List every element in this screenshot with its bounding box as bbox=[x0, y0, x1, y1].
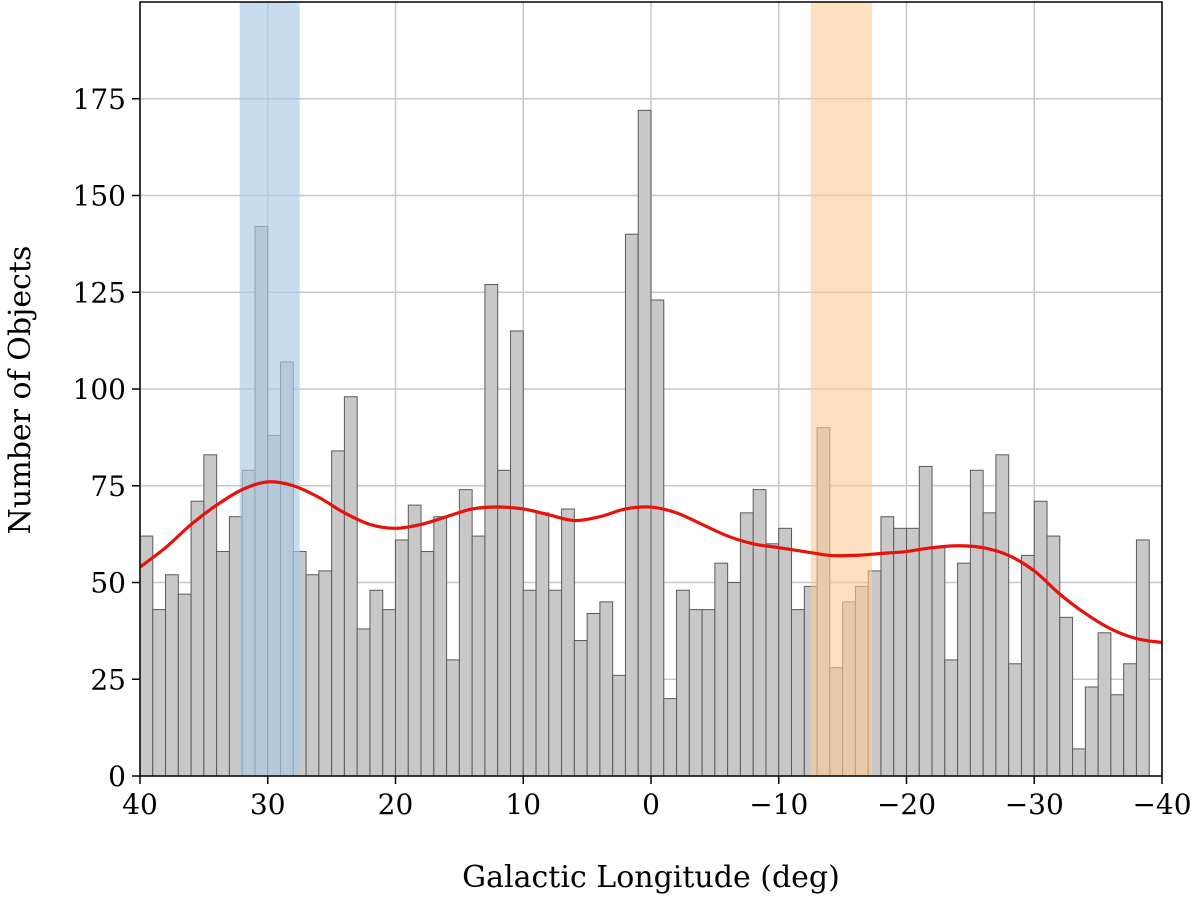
histogram-bar bbox=[676, 589, 690, 777]
histogram-bar bbox=[752, 489, 767, 777]
histogram-bar bbox=[152, 609, 167, 777]
x-tick-label: 10 bbox=[505, 788, 541, 821]
histogram-bar bbox=[1020, 554, 1035, 777]
histogram-bar bbox=[727, 582, 741, 777]
y-tick-label: 25 bbox=[90, 663, 126, 696]
histogram-bar bbox=[1084, 686, 1099, 777]
highlight-band-orange bbox=[810, 2, 873, 776]
histogram-bar bbox=[1097, 632, 1112, 777]
histogram-bar bbox=[433, 516, 448, 777]
histogram-bar bbox=[701, 609, 716, 777]
x-axis-label: Galactic Longitude (deg) bbox=[462, 860, 840, 895]
x-ticks: 40 30 20 10 0 −10 −20 −30 −40 bbox=[122, 776, 1192, 821]
histogram-bar bbox=[944, 659, 959, 777]
histogram-bar bbox=[624, 233, 639, 777]
smoothed-density-line bbox=[139, 480, 1163, 645]
histogram-bar bbox=[1008, 663, 1022, 777]
x-tick-label: 0 bbox=[642, 788, 660, 821]
histogram-bar bbox=[931, 547, 946, 777]
histogram-bar bbox=[1123, 663, 1137, 777]
histogram-bar bbox=[650, 299, 665, 777]
y-ticks: 0 25 50 75 100 125 150 175 bbox=[73, 83, 140, 793]
histogram-bar bbox=[522, 589, 537, 777]
histogram-bar bbox=[918, 465, 933, 777]
histogram-bar bbox=[509, 330, 524, 777]
histogram-bar bbox=[446, 659, 460, 777]
histogram-bar bbox=[714, 562, 729, 777]
histogram-bar bbox=[778, 527, 793, 777]
histogram-bar bbox=[1059, 616, 1074, 777]
y-tick-label: 100 bbox=[73, 373, 126, 406]
histogram-bar bbox=[165, 574, 179, 777]
x-tick-label: 20 bbox=[378, 788, 414, 821]
histogram-bar bbox=[458, 489, 473, 777]
histogram-bar bbox=[995, 454, 1010, 777]
histogram-bar bbox=[688, 609, 703, 777]
histogram-bar bbox=[420, 551, 435, 777]
histogram-bar bbox=[739, 512, 754, 777]
histogram-bar bbox=[484, 284, 499, 777]
y-tick-label: 175 bbox=[73, 83, 126, 116]
y-tick-label: 0 bbox=[108, 760, 126, 793]
x-tick-label: −20 bbox=[877, 788, 936, 821]
x-tick-label: −10 bbox=[749, 788, 808, 821]
highlight-band-blue bbox=[239, 2, 300, 776]
histogram-bar bbox=[1110, 694, 1125, 777]
histogram-bar bbox=[331, 450, 345, 777]
histogram-bar bbox=[880, 516, 895, 777]
histogram-bar bbox=[535, 512, 550, 777]
histogram-bar bbox=[548, 589, 563, 777]
histogram-bar bbox=[177, 593, 192, 777]
x-tick-label: −30 bbox=[1005, 788, 1064, 821]
histogram-bar bbox=[573, 640, 588, 777]
histogram-bar bbox=[1046, 535, 1061, 777]
histogram-bar bbox=[586, 612, 601, 777]
y-tick-label: 50 bbox=[90, 567, 126, 600]
histogram-bar bbox=[203, 454, 218, 777]
histogram-bar bbox=[893, 527, 907, 777]
histogram-bar bbox=[382, 609, 397, 777]
histogram-bar bbox=[612, 674, 626, 777]
histogram-bar bbox=[318, 570, 333, 777]
histogram-bar bbox=[982, 512, 997, 777]
histogram-bar bbox=[791, 609, 805, 777]
highlight-band-overlay bbox=[239, 2, 873, 776]
histogram-bar bbox=[497, 469, 511, 777]
y-tick-label: 150 bbox=[73, 180, 126, 213]
histogram-bar bbox=[471, 535, 486, 777]
histogram-bar bbox=[1072, 748, 1086, 777]
histogram-bar bbox=[216, 551, 230, 777]
histogram-bar bbox=[637, 109, 652, 777]
histogram-bar bbox=[1033, 500, 1048, 777]
histogram-bar bbox=[663, 698, 678, 777]
histogram-bar bbox=[190, 500, 205, 777]
histogram-bar bbox=[969, 469, 984, 777]
histogram-bar bbox=[139, 535, 154, 777]
histogram-bar bbox=[369, 589, 384, 777]
histogram-bar bbox=[356, 628, 371, 777]
y-tick-label: 125 bbox=[73, 276, 126, 309]
histogram-bar bbox=[957, 562, 971, 777]
histogram-bar bbox=[599, 601, 614, 777]
histogram-bar bbox=[765, 543, 780, 777]
y-axis-label: Number of Objects bbox=[3, 246, 38, 535]
histogram-bar bbox=[395, 539, 409, 777]
smoothed-line bbox=[139, 480, 1163, 645]
histogram-bar bbox=[407, 504, 422, 777]
histogram-bar bbox=[906, 527, 920, 777]
x-tick-label: 30 bbox=[250, 788, 286, 821]
histogram-bar bbox=[305, 574, 320, 777]
histogram-bar bbox=[343, 396, 358, 777]
x-tick-label: −40 bbox=[1132, 788, 1191, 821]
x-tick-label: 40 bbox=[122, 788, 158, 821]
histogram-bar bbox=[561, 508, 575, 777]
histogram-bar bbox=[1135, 539, 1150, 777]
y-tick-label: 75 bbox=[90, 470, 126, 503]
